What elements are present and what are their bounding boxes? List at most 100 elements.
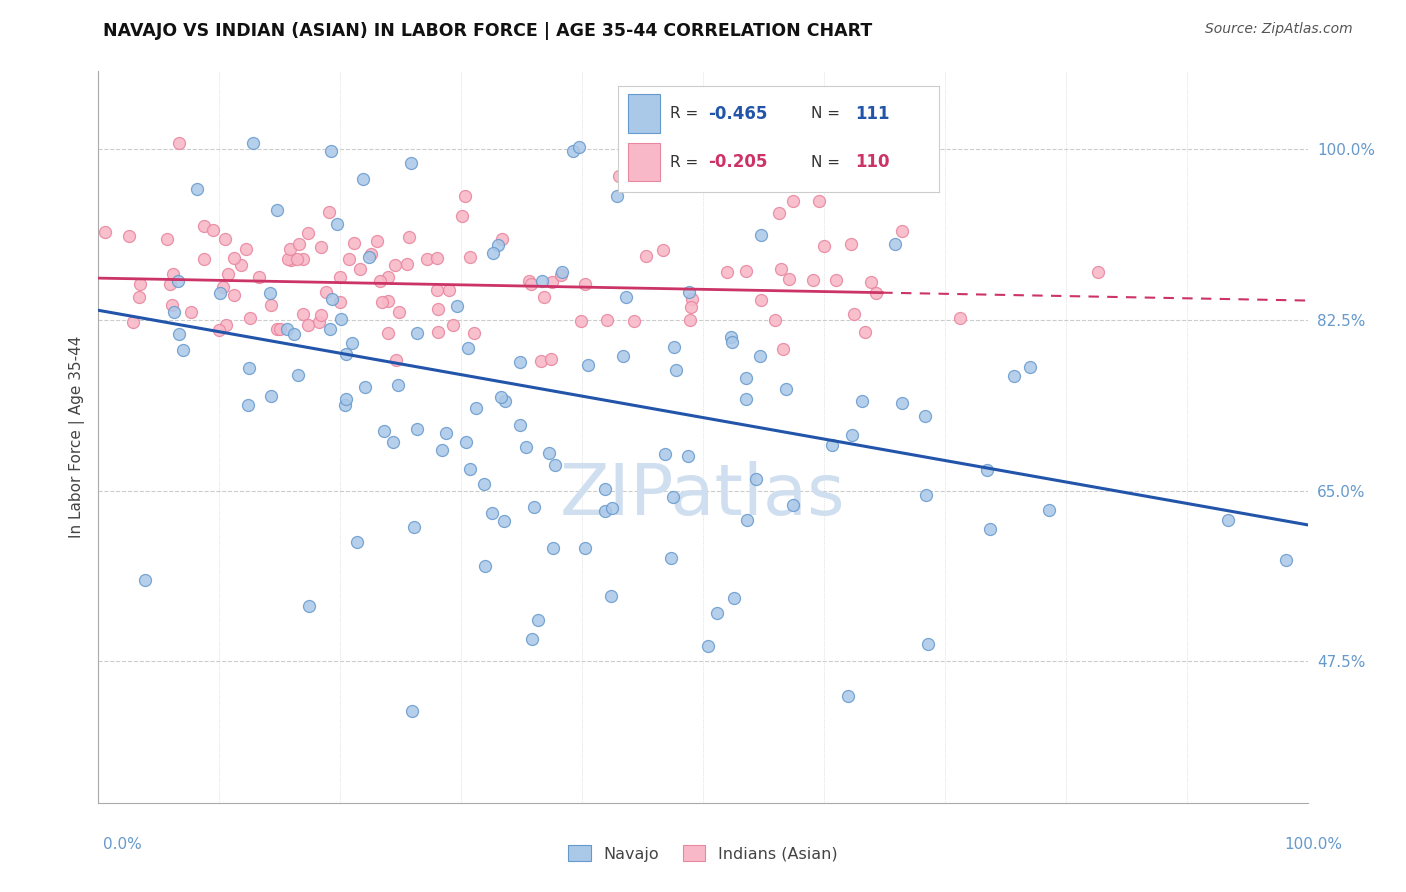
Point — [405, 421, 427, 435]
Point — [427, 325, 450, 339]
Point — [217, 268, 239, 282]
Point — [357, 250, 380, 264]
Point — [211, 279, 233, 293]
Point — [782, 498, 804, 512]
Point — [486, 238, 509, 252]
Point — [509, 417, 531, 432]
Point — [681, 293, 703, 307]
Point — [696, 639, 718, 653]
Point — [224, 288, 246, 302]
Point — [841, 428, 863, 442]
Point — [492, 515, 515, 529]
Point — [541, 276, 564, 290]
Point — [238, 360, 260, 375]
Point — [209, 285, 232, 300]
Point — [329, 295, 352, 310]
Text: 0.0%: 0.0% — [103, 837, 142, 852]
Point — [335, 392, 357, 407]
Point — [319, 144, 342, 158]
Point — [163, 304, 186, 318]
Point — [745, 472, 768, 486]
Point — [606, 189, 628, 203]
Point — [292, 307, 315, 321]
Point — [541, 541, 564, 556]
Point — [215, 318, 238, 333]
Point — [214, 232, 236, 246]
Point — [287, 368, 309, 382]
Point — [458, 461, 481, 475]
Point — [607, 169, 630, 184]
Point — [201, 223, 224, 237]
Point — [865, 285, 887, 300]
Point — [914, 488, 936, 502]
Text: NAVAJO VS INDIAN (ASIAN) IN LABOR FORCE | AGE 35-44 CORRELATION CHART: NAVAJO VS INDIAN (ASIAN) IN LABOR FORCE … — [103, 22, 872, 40]
Point — [634, 249, 657, 263]
Text: Source: ZipAtlas.com: Source: ZipAtlas.com — [1205, 22, 1353, 37]
Point — [574, 277, 596, 291]
Point — [122, 315, 145, 329]
Point — [297, 226, 319, 240]
Point — [398, 229, 420, 244]
Legend: Navajo, Indians (Asian): Navajo, Indians (Asian) — [562, 839, 844, 868]
Point — [346, 535, 368, 549]
Point — [569, 314, 592, 328]
Point — [180, 305, 202, 319]
Point — [775, 382, 797, 396]
Point — [349, 261, 371, 276]
Point — [288, 236, 311, 251]
Point — [280, 252, 302, 267]
Point — [366, 234, 388, 248]
Point — [298, 599, 321, 613]
Point — [1216, 513, 1239, 527]
Point — [749, 349, 772, 363]
Point — [276, 322, 298, 336]
Point — [371, 294, 394, 309]
Point — [208, 323, 231, 337]
Point — [494, 393, 516, 408]
Point — [540, 352, 562, 367]
Point — [568, 140, 591, 154]
Point — [600, 500, 623, 515]
Point — [527, 614, 550, 628]
Point — [401, 156, 423, 170]
Point — [801, 272, 824, 286]
Point — [415, 252, 437, 266]
Point — [651, 244, 673, 258]
Point — [441, 318, 464, 332]
Point — [377, 294, 399, 309]
Point — [463, 326, 485, 340]
Point — [735, 392, 758, 407]
Point — [720, 330, 742, 344]
Point — [160, 298, 183, 312]
Point — [1019, 360, 1042, 375]
Point — [426, 302, 449, 317]
Point — [523, 500, 546, 514]
Point — [976, 463, 998, 477]
Point — [749, 293, 772, 307]
Point — [520, 277, 543, 291]
Point — [373, 424, 395, 438]
Point — [402, 520, 425, 534]
Point — [623, 314, 645, 328]
Point — [384, 258, 406, 272]
Point — [842, 307, 865, 321]
Point — [1038, 502, 1060, 516]
Point — [454, 434, 477, 449]
Point — [517, 274, 540, 288]
Point — [614, 290, 637, 304]
Point — [340, 335, 363, 350]
Point — [318, 205, 340, 219]
Point — [222, 251, 245, 265]
Point — [450, 210, 472, 224]
Point — [768, 206, 790, 220]
Point — [430, 443, 453, 458]
Point — [395, 257, 418, 271]
Point — [377, 269, 399, 284]
Point — [825, 273, 848, 287]
Point — [266, 202, 288, 217]
Point — [446, 299, 468, 313]
Point — [917, 637, 939, 651]
Point — [278, 242, 301, 256]
Point — [949, 311, 972, 326]
Point — [129, 277, 152, 291]
